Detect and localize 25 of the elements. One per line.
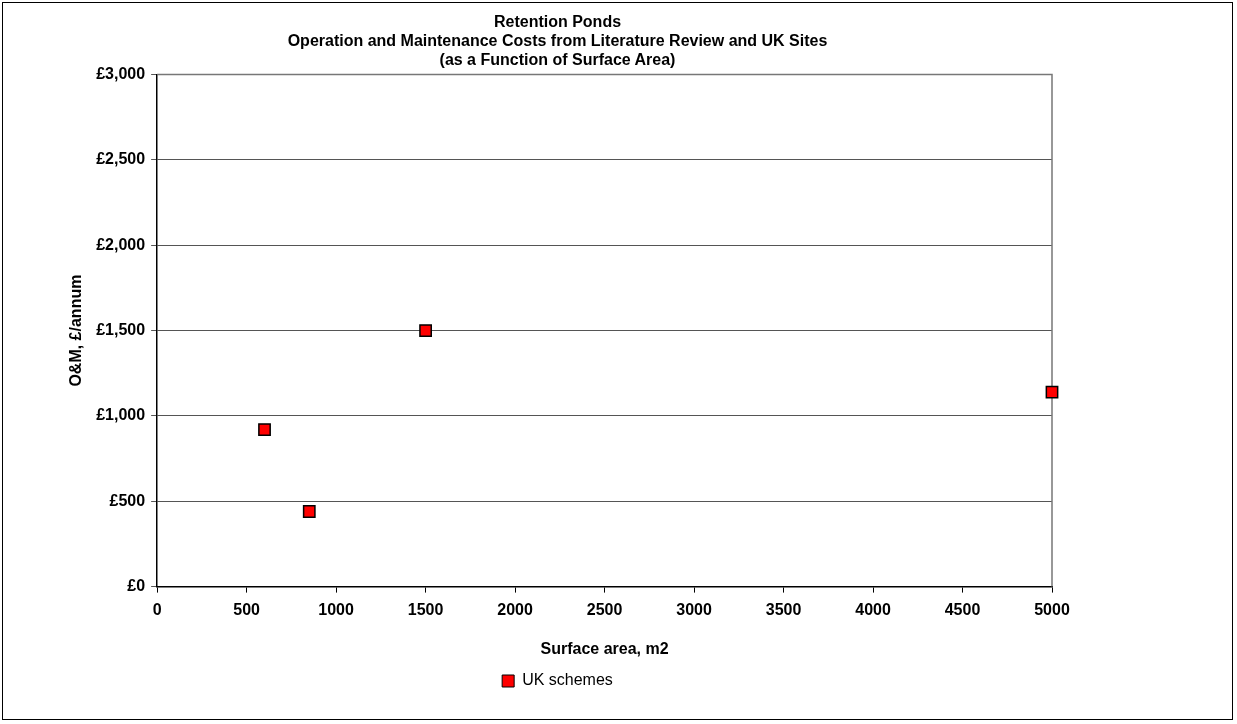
x-tick-label: 2000 bbox=[497, 600, 533, 618]
y-axis-title: O&M, £/annum bbox=[67, 274, 85, 387]
chart-title: Retention Ponds Operation and Maintenance Costs from Literature Review and UK Sites (as a Function of Surface Area) bbox=[287, 13, 828, 69]
x-tick-label: 4500 bbox=[944, 600, 981, 618]
point bbox=[419, 324, 432, 338]
point bbox=[302, 505, 316, 518]
x-tick-label: 4000 bbox=[855, 600, 891, 618]
point bbox=[258, 423, 271, 436]
y-tick-label: £500 bbox=[109, 491, 146, 509]
y-tick-label: £2,000 bbox=[96, 235, 146, 253]
x-tick-label: 3500 bbox=[765, 600, 802, 618]
x-tick-label: 1000 bbox=[318, 600, 355, 618]
x-axis-title: Surface area, m2 bbox=[540, 639, 669, 657]
x-tick-label: 0 bbox=[152, 600, 162, 618]
x-tick-label: 1500 bbox=[407, 600, 444, 618]
x-tick-label: 500 bbox=[233, 600, 261, 618]
y-tick-label: £0 bbox=[127, 577, 146, 595]
x-tick-label: 2500 bbox=[586, 600, 623, 618]
legend-label: UK schemes bbox=[522, 671, 613, 689]
y-tick-label: £3,000 bbox=[96, 65, 146, 83]
y-tick-label: £1,500 bbox=[96, 321, 146, 339]
y-tick-label: £2,500 bbox=[96, 150, 146, 168]
x-tick-label: 3000 bbox=[676, 600, 712, 618]
y-tick-label: £1,000 bbox=[96, 406, 146, 424]
x-tick-label: 5000 bbox=[1034, 600, 1070, 618]
